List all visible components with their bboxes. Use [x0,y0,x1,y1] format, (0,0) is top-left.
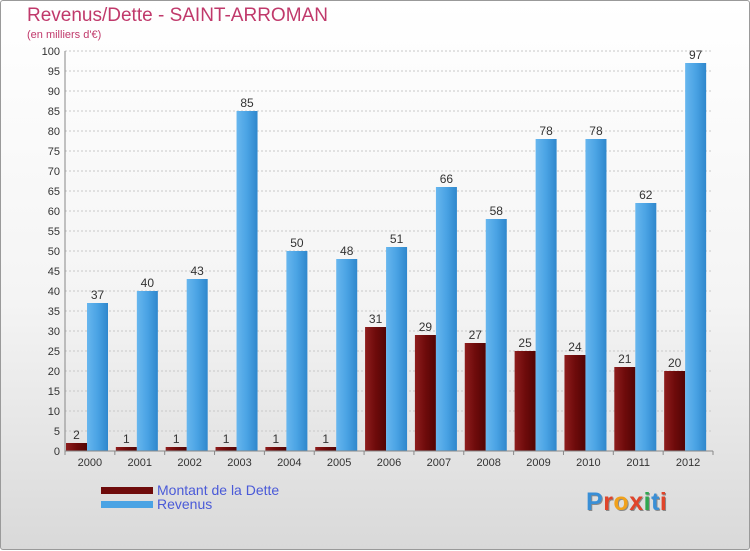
y-tick-label: 65 [48,186,60,198]
bar-dette [464,343,486,451]
legend-swatch-dette [101,487,153,494]
y-tick-label: 15 [48,386,60,398]
bar-revenus [485,219,507,451]
data-label-dette: 21 [618,352,632,366]
bar-revenus [535,139,557,451]
x-tick-label: 2008 [476,457,500,469]
data-label-dette: 25 [518,336,532,350]
bar-revenus [286,251,308,451]
y-tick-label: 70 [48,166,60,178]
bar-dette [365,327,387,451]
y-tick-label: 40 [48,286,60,298]
bar-revenus [585,139,607,451]
bar-revenus [136,291,158,451]
data-label-dette: 27 [469,328,483,342]
x-tick-label: 2004 [277,457,301,469]
bar-dette [215,447,237,451]
bar-revenus [435,187,457,451]
proxiti-logo: Proxiti [586,488,668,516]
y-tick-label: 5 [54,426,60,438]
y-tick-label: 60 [48,206,60,218]
x-tick-label: 2009 [526,457,550,469]
data-label-revenus: 78 [589,124,603,138]
bar-dette [414,335,436,451]
y-tick-label: 50 [48,246,60,258]
y-tick-label: 10 [48,406,60,418]
data-label-revenus: 51 [390,232,404,246]
bar-revenus [236,111,258,451]
y-tick-label: 80 [48,126,60,138]
x-tick-label: 2007 [427,457,451,469]
data-label-dette: 1 [173,432,180,446]
data-label-revenus: 48 [340,244,354,258]
y-tick-label: 0 [54,446,60,458]
y-tick-label: 25 [48,346,60,358]
legend-swatch-revenus [101,501,153,508]
data-label-revenus: 43 [191,264,205,278]
y-tick-label: 85 [48,106,60,118]
x-tick-label: 2000 [78,457,102,469]
y-tick-label: 100 [42,46,60,58]
x-tick-label: 2010 [576,457,600,469]
data-label-revenus: 66 [440,172,454,186]
data-label-dette: 1 [273,432,280,446]
data-label-revenus: 85 [240,96,254,110]
x-tick-label: 2011 [626,457,650,469]
axes: 0 5 10 15 20 25 30 35 40 45 50 55 60 65 70 75 80 85 90 95 10… [42,46,714,469]
bar-revenus [386,247,408,451]
bar-dette [66,443,87,451]
bar-revenus [87,303,108,451]
data-label-dette: 1 [322,432,329,446]
x-tick-label: 2003 [227,457,251,469]
data-label-revenus: 50 [290,236,304,250]
legend-label-revenus: Revenus [157,496,213,512]
y-tick-label: 75 [48,146,60,158]
data-label-revenus: 62 [639,188,653,202]
chart-title: Revenus/Dette - SAINT-ARROMAN [27,5,328,26]
bar-dette [315,447,337,451]
legend-label-dette: Montant de la Dette [157,482,280,498]
x-tick-label: 2005 [327,457,351,469]
data-label-dette: 31 [369,312,383,326]
bar-dette [115,447,137,451]
data-label-dette: 1 [123,432,130,446]
y-tick-label: 95 [48,66,60,78]
bar-revenus [186,279,208,451]
bar-revenus [685,63,707,451]
bar-revenus [336,259,358,451]
x-tick-label: 2012 [676,457,700,469]
y-tick-label: 35 [48,306,60,318]
bar-dette [265,447,287,451]
bars: 2 37 1 40 1 43 1 85 1 50 1 48 31 51 29 66 27 58 25 78 24 78 21… [66,48,707,451]
y-tick-label: 90 [48,86,60,98]
bar-dette [514,351,536,451]
data-label-revenus: 97 [689,48,703,62]
x-tick-label: 2006 [377,457,401,469]
y-tick-label: 45 [48,266,60,278]
bar-revenus [635,203,657,451]
bar-dette [614,367,636,451]
data-label-dette: 1 [223,432,230,446]
bar-dette [564,355,586,451]
data-label-dette: 20 [668,356,682,370]
y-tick-label: 30 [48,326,60,338]
data-label-revenus: 37 [91,288,105,302]
data-label-dette: 24 [568,340,582,354]
data-label-revenus: 58 [490,204,504,218]
y-tick-label: 55 [48,226,60,238]
y-tick-label: 20 [48,366,60,378]
x-tick-label: 2001 [128,457,152,469]
data-label-dette: 29 [419,320,433,334]
chart-subtitle: (en milliers d'€) [27,29,102,41]
data-label-revenus: 40 [141,276,155,290]
bar-dette [165,447,187,451]
data-label-revenus: 78 [539,124,553,138]
bar-dette [664,371,686,451]
data-label-dette: 2 [73,428,80,442]
x-tick-label: 2002 [177,457,201,469]
